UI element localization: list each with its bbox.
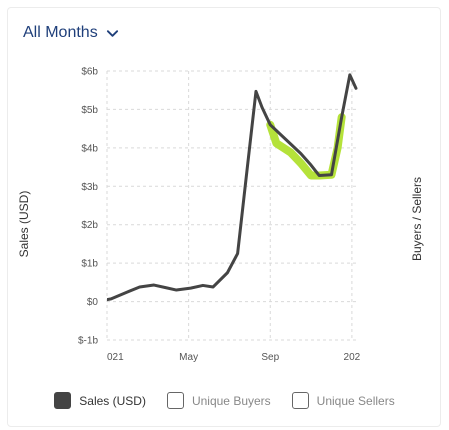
y-tick-label: $4b: [81, 143, 98, 154]
x-tick-label: 202: [344, 352, 361, 363]
series-line-sales: [107, 73, 358, 302]
legend-item-unique-buyers[interactable]: Unique Buyers: [166, 392, 271, 409]
checkbox-icon-unchecked: [166, 392, 184, 409]
x-tick-label: May: [179, 352, 198, 363]
checkbox-icon-checked: [54, 392, 72, 409]
y-tick-label: $6b: [81, 67, 98, 78]
month-filter-label: All Months: [23, 24, 98, 41]
y-tick-label: $2b: [81, 220, 98, 231]
x-tick-label: 021: [107, 352, 124, 363]
y-tick-label: $-1b: [78, 336, 98, 347]
chevron-down-icon: [106, 29, 118, 37]
legend-label-unique-sellers: Unique Sellers: [316, 393, 395, 408]
chart-card: [7, 7, 441, 427]
y-tick-label: $3b: [81, 182, 98, 193]
legend-item-unique-sellers[interactable]: Unique Sellers: [291, 392, 395, 409]
series-highlight-line: [266, 113, 346, 180]
checkbox-icon-unchecked: [291, 392, 309, 409]
legend-label-unique-buyers: Unique Buyers: [191, 393, 271, 408]
chart-legend: Sales (USD) Unique Buyers Unique Sellers: [0, 392, 449, 409]
y-tick-label: $5b: [81, 105, 98, 116]
x-tick-label: Sep: [261, 352, 279, 363]
legend-label-sales: Sales (USD): [79, 393, 146, 408]
legend-item-sales[interactable]: Sales (USD): [54, 392, 146, 409]
y-tick-label: $1b: [81, 259, 98, 270]
month-filter-dropdown[interactable]: All Months: [23, 24, 119, 42]
y-tick-label: $0: [87, 297, 99, 308]
